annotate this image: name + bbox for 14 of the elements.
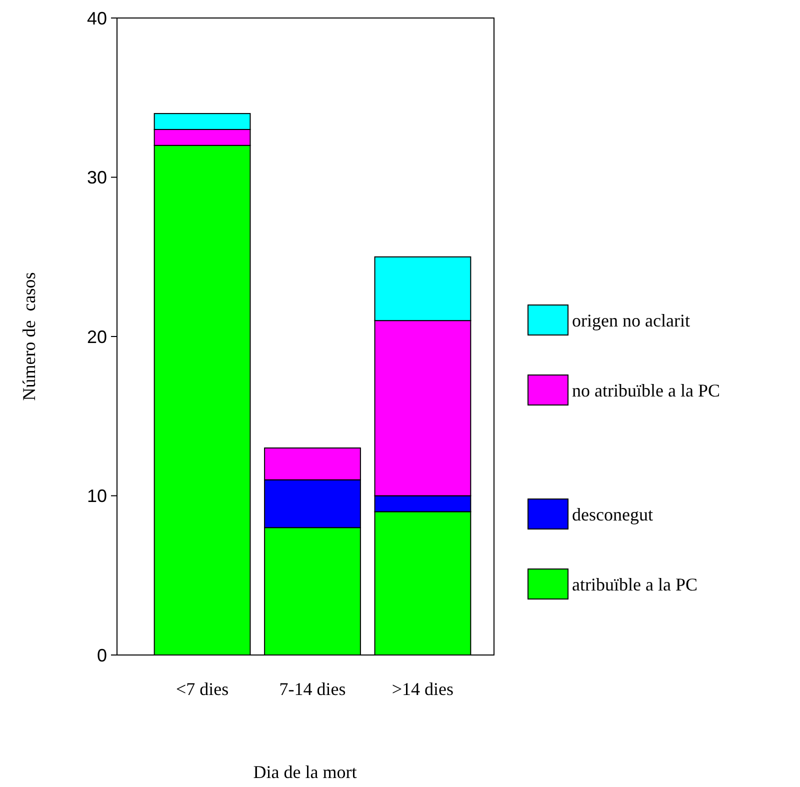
legend-label: atribuïble a la PC <box>572 574 698 594</box>
legend-label: origen no aclarit <box>572 310 690 330</box>
y-tick-label: 0 <box>96 645 107 666</box>
x-tick-label: >14 dies <box>392 679 454 699</box>
x-axis-title: Dia de la mort <box>253 762 357 782</box>
y-axis-title: Número de casos <box>19 272 39 401</box>
y-tick-label: 40 <box>86 8 107 28</box>
legend-label: no atribuïble a la PC <box>572 380 720 400</box>
x-tick-label: <7 dies <box>176 679 229 699</box>
x-tick-label: 7-14 dies <box>279 679 346 699</box>
y-tick-label: 20 <box>86 326 107 347</box>
legend-label: desconegut <box>572 504 653 524</box>
y-tick-label: 10 <box>86 486 107 506</box>
y-tick-label: 30 <box>86 168 107 188</box>
